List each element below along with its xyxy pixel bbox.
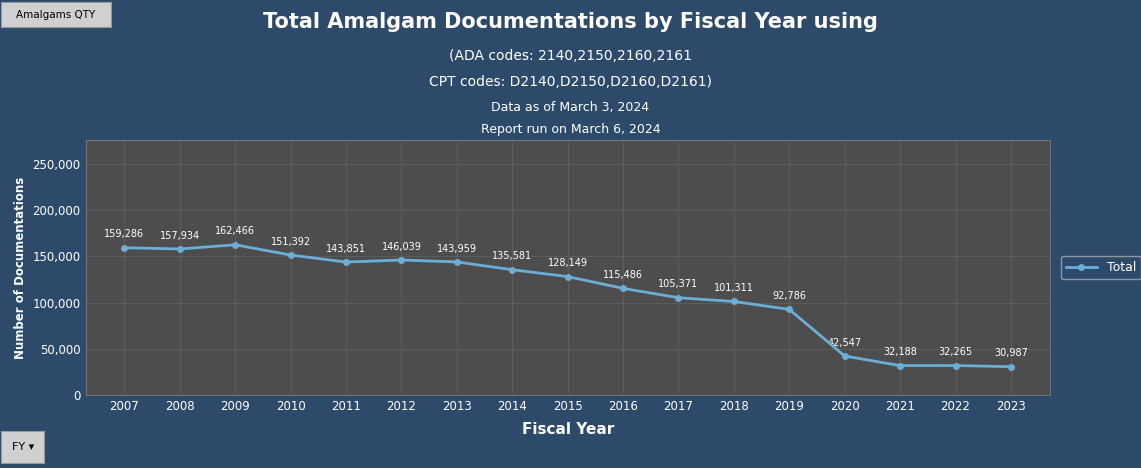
- Text: 157,934: 157,934: [160, 231, 200, 241]
- Text: 92,786: 92,786: [772, 291, 807, 301]
- Legend: Total: Total: [1061, 256, 1141, 279]
- Text: 143,959: 143,959: [437, 244, 477, 254]
- Text: 162,466: 162,466: [216, 227, 256, 236]
- Text: 128,149: 128,149: [548, 258, 588, 268]
- Text: (ADA codes: 2140,2150,2160,2161: (ADA codes: 2140,2150,2160,2161: [450, 49, 691, 63]
- Text: CPT codes: D2140,D2150,D2160,D2161): CPT codes: D2140,D2150,D2160,D2161): [429, 75, 712, 89]
- Text: 30,987: 30,987: [994, 348, 1028, 358]
- Text: 101,311: 101,311: [714, 283, 754, 293]
- Text: 105,371: 105,371: [658, 279, 698, 289]
- Text: 151,392: 151,392: [270, 237, 310, 247]
- Text: 143,851: 143,851: [326, 244, 366, 254]
- Text: Total Amalgam Documentations by Fiscal Year using: Total Amalgam Documentations by Fiscal Y…: [264, 12, 877, 32]
- Text: 159,286: 159,286: [104, 229, 145, 240]
- Text: 135,581: 135,581: [492, 251, 533, 261]
- Text: Amalgams QTY: Amalgams QTY: [16, 9, 96, 20]
- Text: 115,486: 115,486: [604, 270, 644, 280]
- Text: 42,547: 42,547: [827, 338, 861, 348]
- Text: FY ▾: FY ▾: [11, 442, 34, 452]
- Text: 32,188: 32,188: [883, 347, 917, 357]
- Text: 146,039: 146,039: [381, 241, 421, 252]
- Text: Data as of March 3, 2024: Data as of March 3, 2024: [492, 101, 649, 114]
- X-axis label: Fiscal Year: Fiscal Year: [521, 422, 614, 437]
- Text: 32,265: 32,265: [938, 347, 972, 357]
- Y-axis label: Number of Documentations: Number of Documentations: [14, 177, 27, 359]
- Text: Report run on March 6, 2024: Report run on March 6, 2024: [480, 123, 661, 136]
